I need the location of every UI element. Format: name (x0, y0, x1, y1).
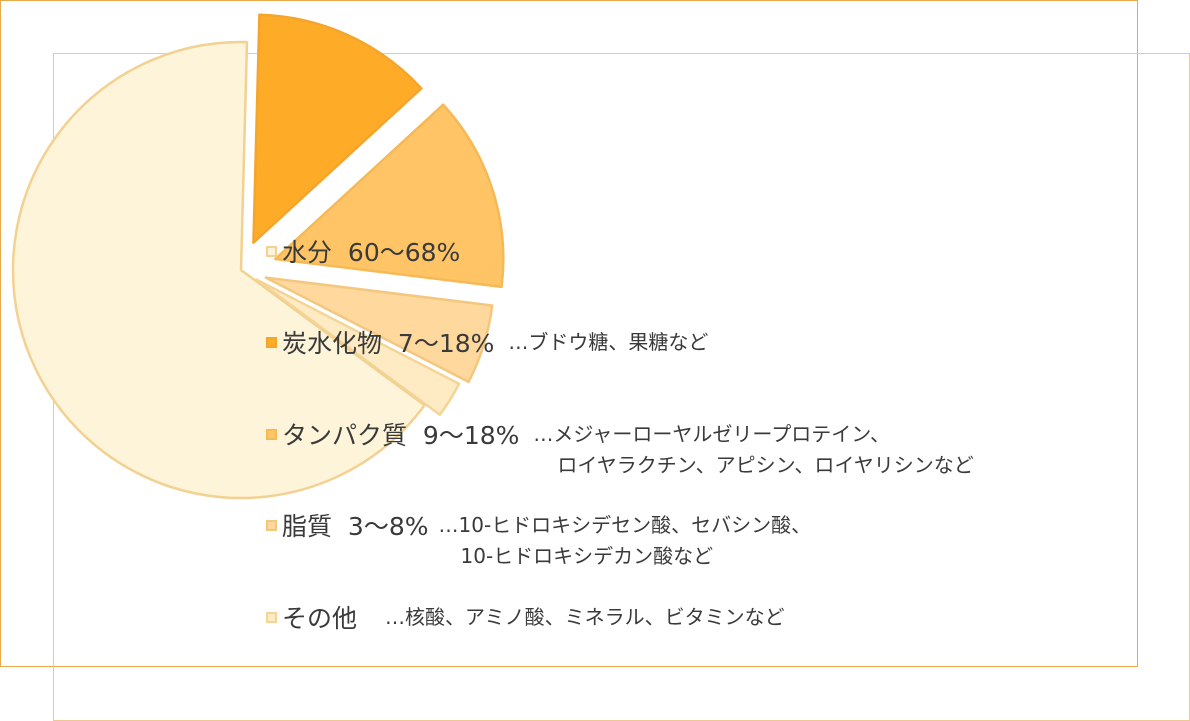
legend-label-carbohydrate: 炭水化物 7〜18% (282, 327, 494, 361)
legend-swatch-protein (266, 429, 277, 440)
legend-swatch-lipid (266, 520, 277, 531)
legend-note-carbohydrate: …ブドウ糖、果糖など (508, 327, 708, 358)
legend-label-other: その他 (282, 602, 357, 636)
legend-swatch-water (266, 246, 277, 257)
pie-slice-protein (274, 103, 505, 289)
pie-slice-lipid (264, 276, 494, 384)
legend-note-other: …核酸、アミノ酸、ミネラル、ビタミンなど (385, 602, 785, 633)
legend-item-other: その他 …核酸、アミノ酸、ミネラル、ビタミンなど (266, 602, 785, 636)
pie-slice-water (11, 40, 426, 500)
legend-item-carbohydrate: 炭水化物 7〜18% …ブドウ糖、果糖など (266, 327, 708, 361)
slice-range-protein: 9〜18% (422, 421, 520, 450)
legend-label-lipid: 脂質 3〜8% (282, 510, 429, 544)
legend-item-lipid: 脂質 3〜8% …10-ヒドロキシデセン酸、セバシン酸、 10-ヒドロキシデカン… (266, 510, 811, 572)
legend-note-protein: …メジャーローヤルゼリープロテイン、 ロイヤラクチン、アピシン、ロイヤリシンなど (533, 419, 973, 481)
pie-slice-other (255, 278, 461, 417)
note-line: ロイヤラクチン、アピシン、ロイヤリシンなど (557, 453, 974, 477)
slice-range-lipid: 3〜8% (347, 512, 429, 541)
slice-name-protein: タンパク質 (282, 421, 408, 450)
legend-item-water: 水分 60〜68% (266, 236, 460, 270)
legend-swatch-other (266, 612, 277, 623)
slice-range-carbohydrate: 7〜18% (397, 329, 495, 358)
note-line: …メジャーローヤルゼリープロテイン、 (533, 422, 891, 446)
outer-frame (0, 0, 1138, 667)
note-line: …ブドウ糖、果糖など (508, 330, 709, 354)
slice-range-water: 60〜68% (347, 238, 461, 267)
legend-item-protein: タンパク質 9〜18% …メジャーローヤルゼリープロテイン、 ロイヤラクチン、ア… (266, 419, 974, 481)
slice-name-carbohydrate: 炭水化物 (282, 329, 383, 358)
note-line: …核酸、アミノ酸、ミネラル、ビタミンなど (385, 605, 785, 629)
legend-note-lipid: …10-ヒドロキシデセン酸、セバシン酸、 10-ヒドロキシデカン酸など (439, 510, 812, 572)
legend-label-protein: タンパク質 9〜18% (282, 419, 519, 453)
pie-slice-carbohydrate (252, 13, 423, 244)
slice-name-other: その他 (282, 604, 358, 633)
slice-name-water: 水分 (282, 238, 333, 267)
note-line: 10-ヒドロキシデカン酸など (460, 544, 714, 568)
note-line: …10-ヒドロキシデセン酸、セバシン酸、 (438, 513, 812, 537)
legend-label-water: 水分 60〜68% (282, 236, 460, 270)
slice-name-lipid: 脂質 (282, 512, 333, 541)
legend-swatch-carbohydrate (266, 337, 277, 348)
